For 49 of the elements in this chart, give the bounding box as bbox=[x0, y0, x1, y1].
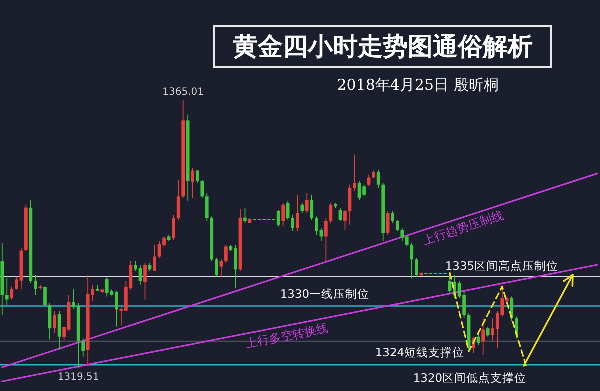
candlestick bbox=[5, 278, 9, 306]
candlestick bbox=[215, 258, 218, 278]
chart-subtitle: 2018年4月25日 殷昕桐 bbox=[337, 76, 499, 94]
candlestick bbox=[53, 311, 56, 334]
candlestick bbox=[486, 326, 490, 338]
candlestick bbox=[296, 194, 300, 232]
candlestick bbox=[44, 286, 47, 308]
candlestick bbox=[324, 218, 328, 262]
candlestick bbox=[48, 302, 52, 340]
candlestick bbox=[348, 184, 352, 226]
candlestick bbox=[300, 202, 304, 214]
ref-line-label: 1335区间高点压制位 bbox=[445, 258, 559, 273]
candlestick bbox=[482, 318, 485, 356]
text: 上行多空转换线 bbox=[244, 321, 330, 351]
candlestick bbox=[58, 311, 62, 350]
candlestick bbox=[10, 286, 14, 300]
candlestick bbox=[338, 208, 342, 222]
candlestick bbox=[396, 220, 400, 232]
chart-title: 黄金四小时走势图通俗解析 bbox=[232, 32, 533, 61]
candlestick bbox=[286, 200, 290, 221]
candlestick bbox=[386, 210, 390, 236]
candlestick bbox=[376, 170, 380, 189]
candlestick bbox=[329, 202, 333, 224]
candlestick bbox=[172, 214, 176, 241]
candlestick bbox=[196, 170, 200, 184]
ref-line-label: 1324短线支撑位 bbox=[375, 346, 465, 360]
candlestick bbox=[153, 244, 156, 272]
candlestick bbox=[310, 194, 314, 221]
candlestick bbox=[410, 242, 414, 279]
candlestick bbox=[282, 202, 285, 228]
candlestick bbox=[244, 208, 247, 224]
candlestick bbox=[176, 180, 180, 221]
text: 上行趋势压制线 bbox=[420, 208, 506, 248]
annotation: 1365.01 bbox=[162, 87, 204, 98]
candlestick bbox=[353, 154, 356, 192]
candlestick bbox=[200, 180, 204, 199]
candlestick bbox=[415, 258, 418, 278]
ref-line-label: 1320区间低点支撑位 bbox=[413, 371, 527, 386]
ref-line-label: 1330一线压制位 bbox=[280, 287, 370, 302]
candlestick bbox=[344, 210, 347, 231]
annotation: 1319.51 bbox=[58, 372, 100, 383]
candlestick bbox=[205, 192, 209, 222]
candlestick bbox=[391, 210, 395, 224]
candlestick bbox=[305, 192, 309, 214]
candlestick bbox=[191, 168, 195, 199]
candlestick bbox=[224, 244, 228, 264]
candlestick bbox=[144, 262, 147, 300]
candlestick bbox=[291, 214, 295, 232]
candlestick bbox=[476, 331, 480, 346]
